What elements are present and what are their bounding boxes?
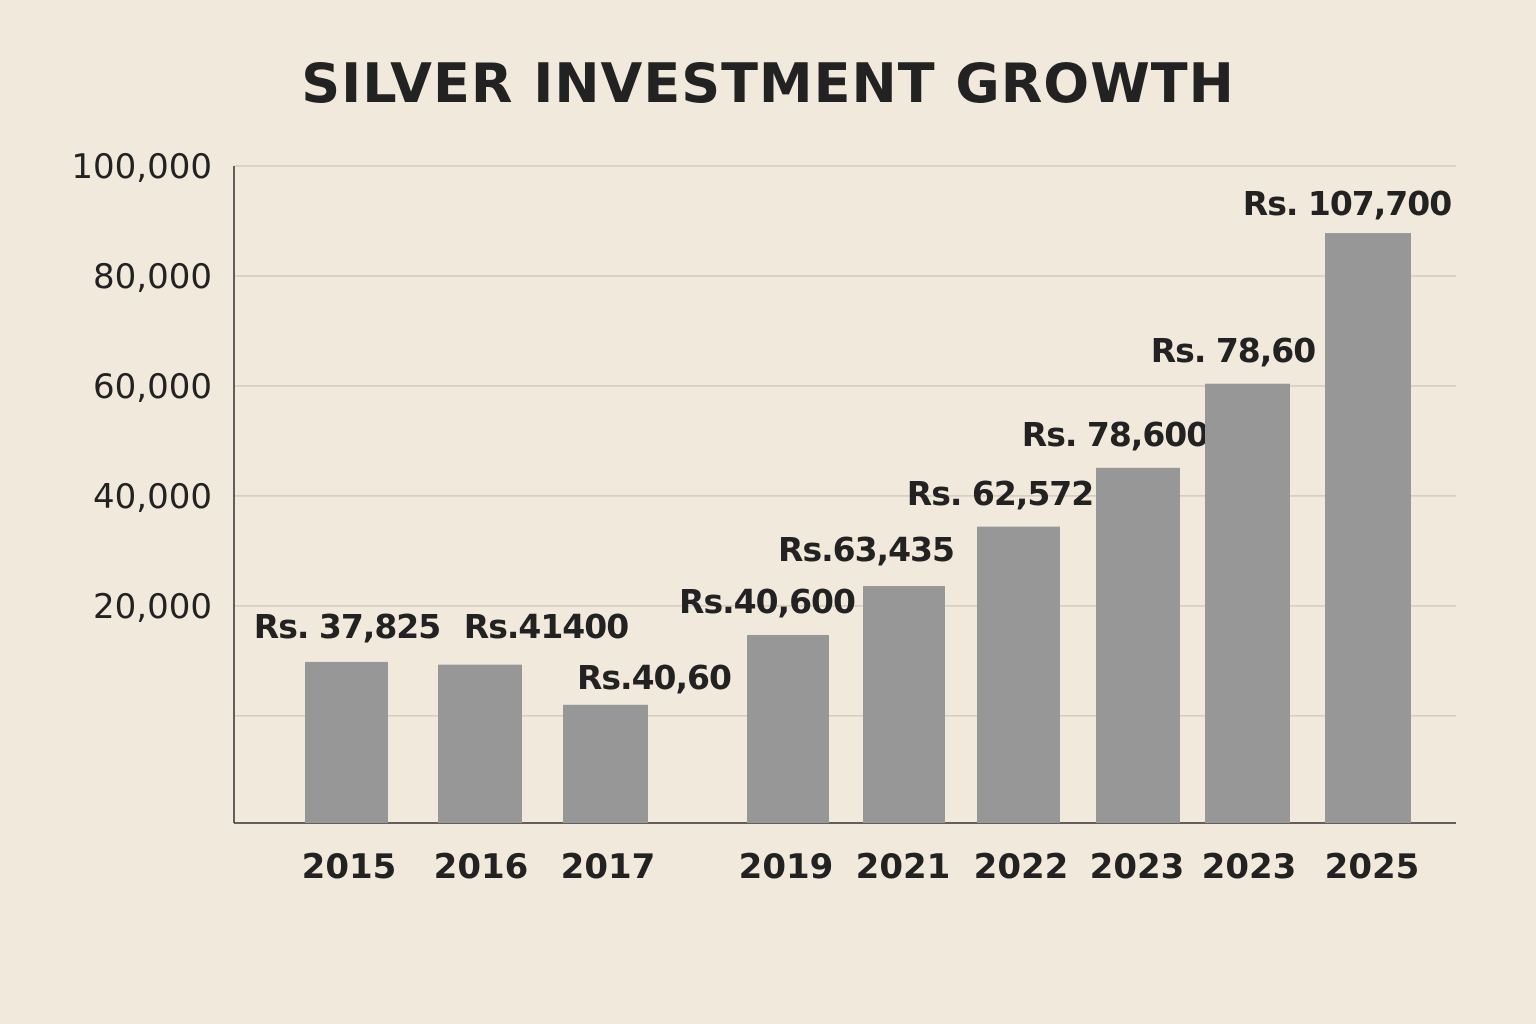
bar xyxy=(977,526,1060,823)
bar xyxy=(863,586,945,823)
x-tick-label: 2019 xyxy=(739,847,834,887)
bar xyxy=(747,634,829,823)
data-label: Rs. 62,572 xyxy=(907,474,1093,513)
chart-title: SILVER INVESTMENT GROWTH xyxy=(301,52,1235,115)
data-label: Rs.41400 xyxy=(464,607,628,646)
x-tick-label: 2015 xyxy=(302,847,397,887)
data-label: Rs. 37,825 xyxy=(254,607,440,646)
y-tick-label: 100,000 xyxy=(71,147,212,187)
y-tick-label: 40,000 xyxy=(93,477,212,517)
bar xyxy=(438,664,522,823)
x-tick-label: 2016 xyxy=(434,847,529,887)
y-tick-label: 80,000 xyxy=(93,257,212,297)
bar xyxy=(563,704,648,823)
y-tick-label: 60,000 xyxy=(93,367,212,407)
data-label: Rs.63,435 xyxy=(778,530,954,569)
data-label: Rs. 78,60 xyxy=(1151,331,1315,370)
bar xyxy=(1325,233,1411,824)
bar xyxy=(1096,467,1180,823)
x-tick-label: 2022 xyxy=(974,847,1069,887)
bar xyxy=(305,661,388,823)
data-label: Rs. 78,600 xyxy=(1022,415,1208,454)
y-tick-label: 20,000 xyxy=(93,587,212,627)
x-tick-label: 2025 xyxy=(1325,847,1420,887)
data-label: Rs. 107,700 xyxy=(1243,184,1451,223)
x-tick-label: 2017 xyxy=(561,847,656,887)
x-tick-label: 2023 xyxy=(1090,847,1185,887)
data-label: Rs.40,600 xyxy=(679,582,855,621)
data-label: Rs.40,60 xyxy=(577,658,731,697)
x-tick-label: 2021 xyxy=(856,847,951,887)
bar xyxy=(1205,383,1290,823)
x-tick-label: 2023 xyxy=(1202,847,1297,887)
